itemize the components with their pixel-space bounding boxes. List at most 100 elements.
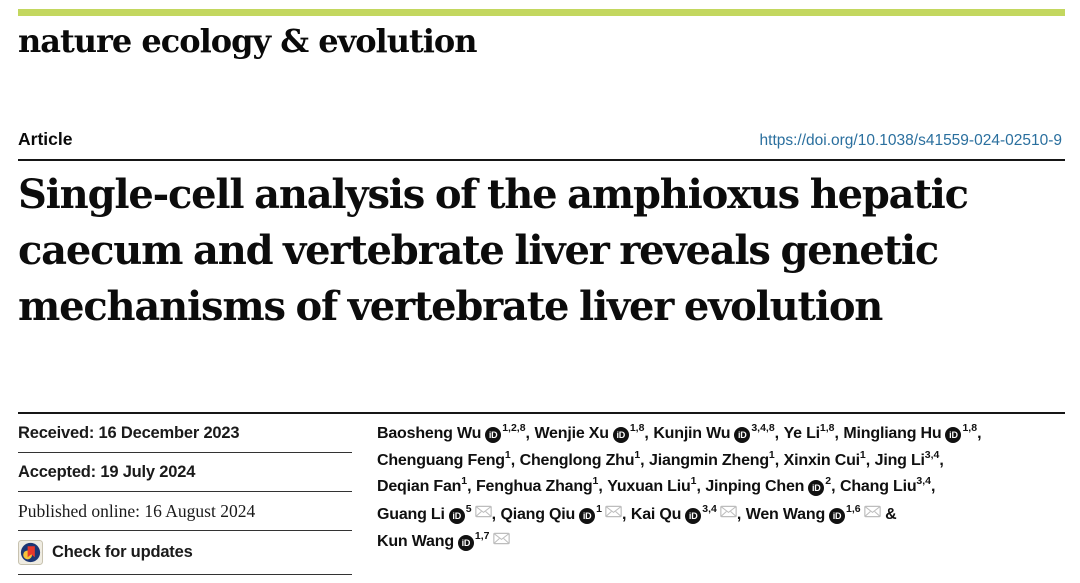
author-name: Jiangmin Zheng bbox=[649, 451, 769, 469]
author-superscript: 1,8 bbox=[962, 422, 978, 434]
orcid-icon[interactable]: iD bbox=[457, 535, 474, 551]
author-separator: , bbox=[977, 425, 982, 442]
author-superscript: 1 bbox=[504, 448, 511, 461]
orcid-icon[interactable]: iD bbox=[829, 507, 846, 524]
author-separator: & bbox=[880, 505, 897, 523]
author-name: Jinping Chen bbox=[705, 478, 805, 495]
author-separator: , bbox=[834, 425, 844, 442]
author-superscript: 1 bbox=[461, 475, 468, 487]
orcid-icon[interactable]: iD bbox=[808, 480, 825, 496]
author-separator: , bbox=[644, 425, 654, 442]
author-list: Baosheng Wu iD1,2,8, Wenjie Xu iD1,8, Kunj… bbox=[377, 421, 1072, 556]
author-name: Chang Liu bbox=[840, 478, 917, 495]
author-separator: , bbox=[510, 451, 520, 469]
envelope-icon[interactable] bbox=[605, 501, 622, 517]
check-for-updates-button[interactable]: Check for updates bbox=[18, 531, 352, 575]
author-superscript: 3,4 bbox=[924, 448, 940, 461]
article-type-label: Article bbox=[18, 129, 73, 149]
author-superscript: 1 bbox=[596, 502, 602, 515]
page-title-line: mechanisms of vertebrate liver evolution bbox=[18, 283, 883, 330]
author-name: Wen Wang bbox=[745, 505, 826, 523]
author-name: Wenjie Xu bbox=[534, 425, 609, 442]
journal-accent-bar bbox=[18, 9, 1065, 16]
envelope-icon[interactable] bbox=[720, 501, 737, 517]
author-separator: , bbox=[467, 478, 476, 495]
published-date-text: Published online: 16 August 2024 bbox=[18, 500, 256, 521]
orcid-icon[interactable]: iD bbox=[685, 507, 702, 524]
orcid-icon[interactable]: iD bbox=[945, 427, 962, 443]
author-name: Qiang Qiu bbox=[500, 505, 576, 523]
doi-link[interactable]: https://doi.org/10.1038/s41559-024-02510… bbox=[759, 132, 1062, 149]
author-name: Baosheng Wu bbox=[377, 425, 482, 442]
header-divider bbox=[18, 159, 1065, 161]
author-line: Chenguang Feng1, Chenglong Zhu1, Jiangmi… bbox=[377, 448, 1072, 475]
author-name: Kun Wang bbox=[377, 533, 454, 550]
page-title-line: Single-cell analysis of the amphioxus he… bbox=[18, 171, 969, 218]
orcid-icon[interactable]: iD bbox=[612, 427, 629, 443]
author-name: Kunjin Wu bbox=[653, 425, 731, 442]
author-superscript: 3,4,8 bbox=[751, 422, 775, 434]
author-line: Baosheng Wu iD1,2,8, Wenjie Xu iD1,8, Kunj… bbox=[377, 421, 1072, 448]
author-name: Chenglong Zhu bbox=[519, 451, 635, 469]
author-superscript: 3,4 bbox=[916, 475, 932, 487]
author-line: Kun Wang iD1,7 bbox=[377, 528, 1072, 556]
author-superscript: 1 bbox=[768, 448, 775, 461]
orcid-icon[interactable]: iD bbox=[734, 427, 751, 443]
author-separator: , bbox=[774, 451, 784, 469]
author-superscript: 1 bbox=[634, 448, 641, 461]
orcid-icon[interactable]: iD bbox=[579, 507, 596, 524]
author-separator: , bbox=[931, 478, 936, 495]
orcid-icon[interactable]: iD bbox=[448, 507, 465, 524]
author-name: Deqian Fan bbox=[377, 478, 462, 495]
page-title: Single-cell analysis of the amphioxus he… bbox=[18, 167, 1068, 335]
author-superscript: 1,7 bbox=[474, 530, 490, 542]
author-name: Ye Li bbox=[783, 425, 821, 442]
author-name: Chenguang Feng bbox=[377, 451, 505, 469]
author-separator: , bbox=[865, 451, 875, 469]
envelope-icon[interactable] bbox=[474, 501, 492, 517]
page-title-line: caecum and vertebrate liver reveals gene… bbox=[18, 227, 939, 274]
author-name: Fenghua Zhang bbox=[475, 478, 593, 495]
author-superscript: 1,2,8 bbox=[502, 422, 526, 434]
author-name: Yuxuan Liu bbox=[607, 478, 691, 495]
author-superscript: 2 bbox=[825, 475, 832, 487]
crossmark-icon bbox=[18, 540, 43, 565]
check-for-updates-label: Check for updates bbox=[52, 543, 193, 561]
author-separator: , bbox=[598, 478, 608, 495]
author-superscript: 1 bbox=[859, 448, 866, 461]
author-separator: , bbox=[696, 478, 706, 495]
received-date-row: Received: 16 December 2023 bbox=[18, 414, 352, 453]
author-separator: , bbox=[939, 451, 944, 469]
orcid-icon[interactable]: iD bbox=[485, 427, 502, 443]
published-date-row: Published online: 16 August 2024 bbox=[18, 492, 352, 531]
envelope-icon[interactable] bbox=[492, 528, 510, 545]
envelope-icon[interactable] bbox=[863, 501, 881, 517]
author-superscript: 3,4 bbox=[702, 502, 717, 515]
author-separator: , bbox=[525, 425, 535, 442]
accepted-date-text: Accepted: 19 July 2024 bbox=[18, 462, 196, 481]
author-separator: , bbox=[774, 425, 784, 442]
accepted-date-row: Accepted: 19 July 2024 bbox=[18, 453, 352, 492]
author-separator: , bbox=[491, 505, 501, 523]
journal-masthead: nature ecology & evolution bbox=[18, 22, 477, 60]
author-superscript: 5 bbox=[465, 502, 472, 515]
author-separator: , bbox=[736, 505, 746, 523]
author-name: Xinxin Cui bbox=[783, 451, 860, 469]
author-line: Guang Li iD5, Qiang Qiu iD1, Kai Qu iD3,4, … bbox=[377, 501, 1072, 529]
author-separator: , bbox=[640, 451, 650, 469]
author-superscript: 1,6 bbox=[846, 502, 861, 515]
author-name: Kai Qu bbox=[630, 505, 682, 523]
author-superscript: 1,8 bbox=[819, 422, 835, 434]
author-superscript: 1,8 bbox=[629, 422, 645, 434]
author-name: Guang Li bbox=[377, 505, 445, 523]
received-date-text: Received: 16 December 2023 bbox=[18, 423, 240, 442]
author-name: Jing Li bbox=[874, 451, 925, 469]
author-superscript: 1 bbox=[690, 475, 697, 487]
author-separator: , bbox=[621, 505, 631, 523]
author-line: Deqian Fan1, Fenghua Zhang1, Yuxuan Liu1… bbox=[377, 474, 1072, 501]
metadata-column: Received: 16 December 2023 Accepted: 19 … bbox=[18, 414, 352, 575]
author-name: Mingliang Hu bbox=[843, 425, 942, 442]
author-separator: , bbox=[831, 478, 840, 495]
author-superscript: 1 bbox=[592, 475, 599, 487]
